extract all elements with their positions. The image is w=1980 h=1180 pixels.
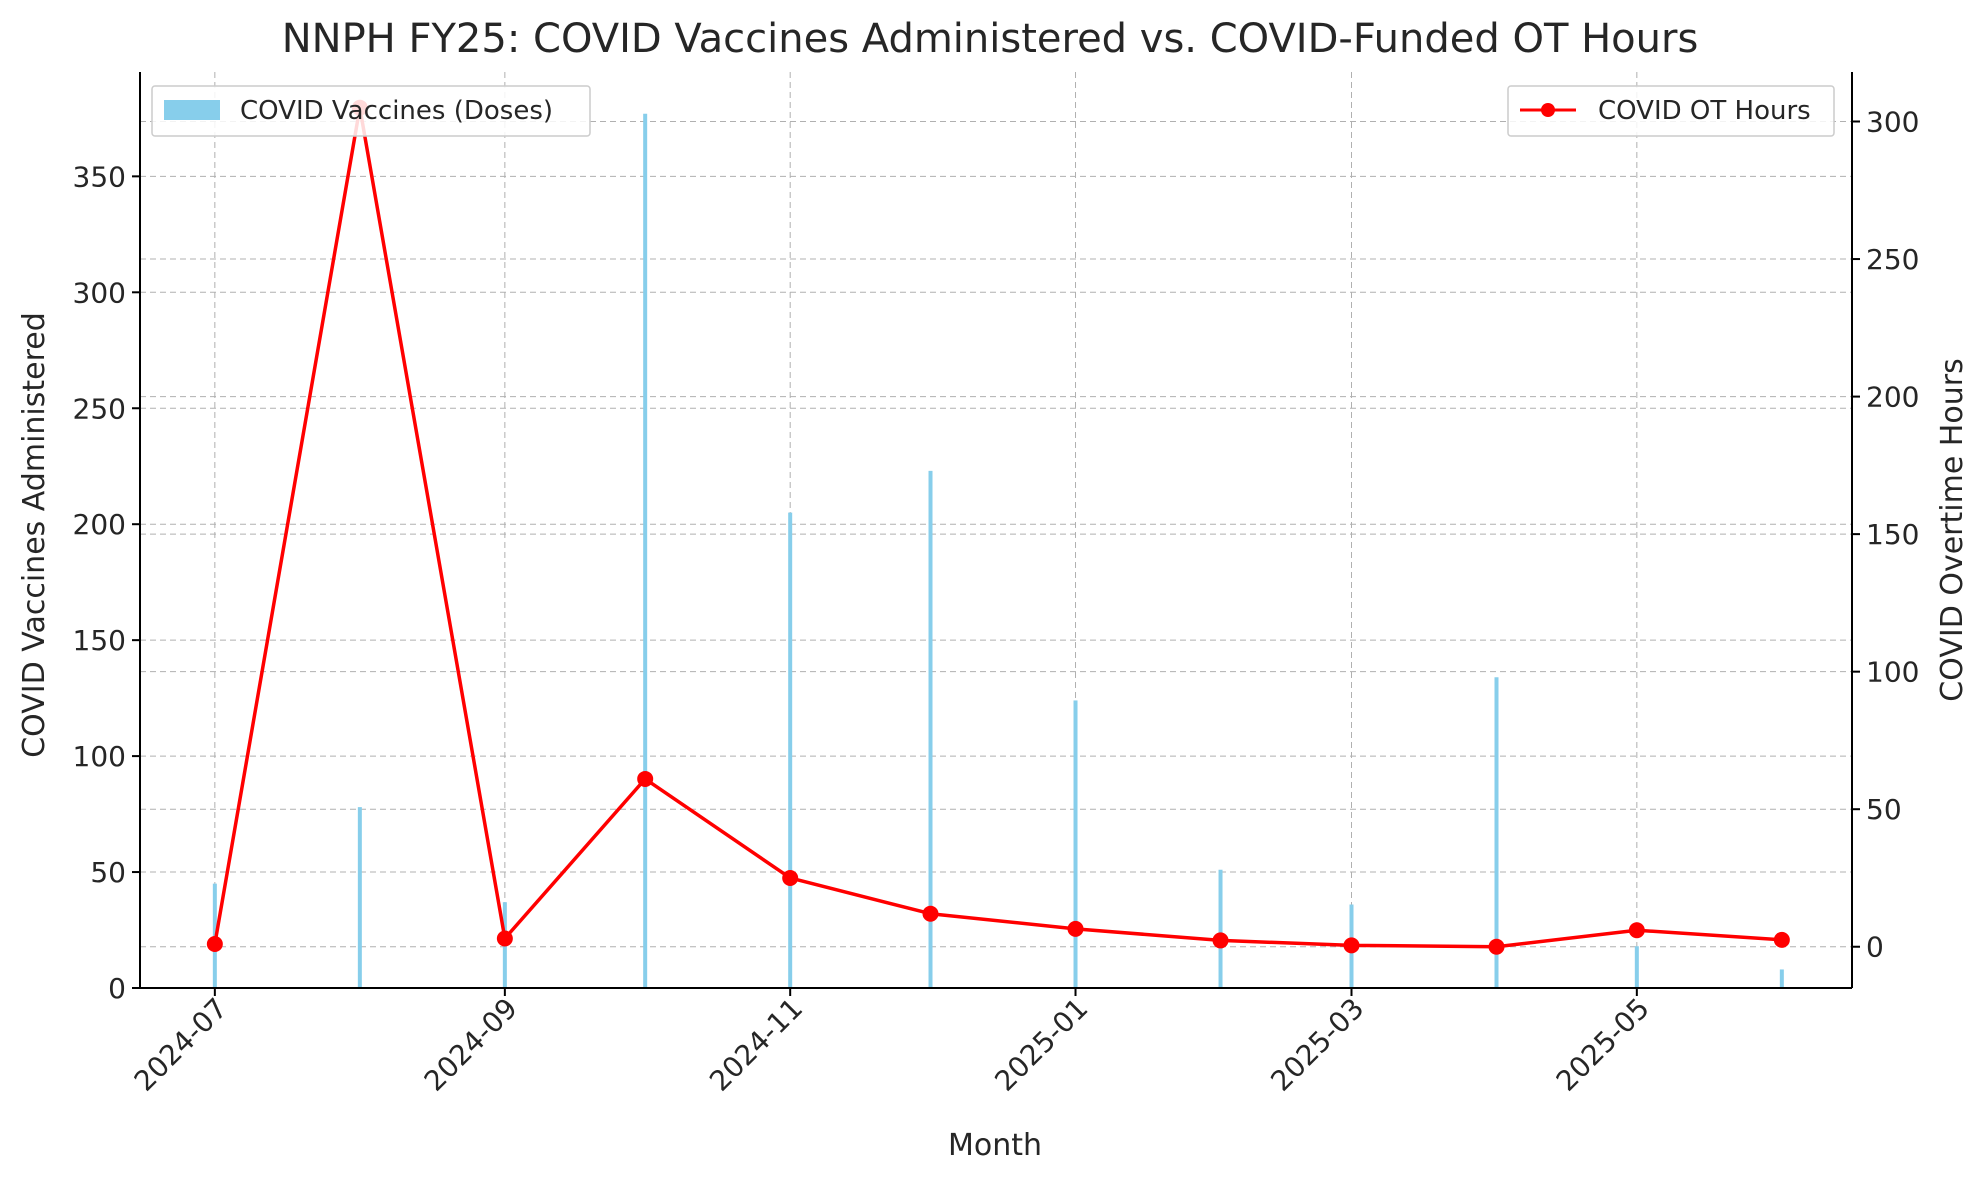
legend-swatch-vaccines bbox=[164, 100, 220, 120]
legend-ot-hours: COVID OT Hours bbox=[1507, 85, 1835, 137]
ot-point-2025-03 bbox=[1343, 937, 1360, 954]
x-tick-label: 2024-11 bbox=[703, 992, 809, 1098]
y-right-tick-label: 150 bbox=[1866, 518, 1919, 551]
x-tick-label: 2025-01 bbox=[988, 992, 1094, 1098]
y-axis-right-label: COVID Overtime Hours bbox=[1935, 358, 1970, 701]
legend-box bbox=[1507, 85, 1835, 137]
x-axis-label: Month bbox=[948, 1128, 1042, 1163]
legend-box bbox=[151, 85, 591, 137]
ot-point-2024-07 bbox=[206, 935, 223, 952]
legend-label-vaccines: COVID Vaccines (Doses) bbox=[240, 96, 553, 126]
ot-point-2025-01 bbox=[1067, 920, 1084, 937]
bar-vaccines-2025-01 bbox=[1073, 700, 1078, 988]
bar-vaccines-2024-12 bbox=[928, 470, 933, 988]
axes: 0 50 100 150 200 250 300 350 0 50 100 150 200 250 300 2… bbox=[73, 72, 1919, 1098]
bar-vaccines-2024-11 bbox=[788, 512, 793, 988]
y-right-tick-label: 100 bbox=[1866, 656, 1919, 689]
bar-vaccines-2024-10 bbox=[643, 113, 648, 989]
ot-point-2024-12 bbox=[922, 905, 939, 922]
ot-line bbox=[206, 99, 1790, 955]
y-left-tick-label: 300 bbox=[73, 276, 126, 309]
y-right-tick-label: 250 bbox=[1866, 243, 1919, 276]
x-tick-label: 2025-03 bbox=[1264, 992, 1370, 1098]
bars bbox=[212, 113, 1784, 989]
ot-point-2025-04 bbox=[1488, 938, 1505, 955]
legend-marker-ot bbox=[1541, 103, 1555, 117]
y-left-tick-label: 100 bbox=[73, 740, 126, 773]
x-tick-label: 2024-07 bbox=[128, 992, 234, 1098]
ot-point-2024-09 bbox=[496, 930, 513, 947]
y-left-tick-label: 0 bbox=[108, 972, 126, 1005]
y-left-tick-label: 350 bbox=[73, 160, 126, 193]
grid bbox=[140, 72, 1852, 989]
bar-vaccines-2024-08 bbox=[357, 807, 362, 988]
y-left-tick-label: 150 bbox=[73, 624, 126, 657]
legend-label-ot: COVID OT Hours bbox=[1598, 96, 1811, 126]
ot-point-2025-06 bbox=[1773, 931, 1790, 948]
y-right-tick-label: 0 bbox=[1866, 931, 1884, 964]
y-axis-left-label: COVID Vaccines Administered bbox=[17, 312, 52, 758]
bar-vaccines-2025-02 bbox=[1218, 869, 1223, 988]
ot-point-2025-02 bbox=[1212, 932, 1229, 949]
x-tick-label: 2024-09 bbox=[418, 992, 524, 1098]
legend-vaccines: COVID Vaccines (Doses) bbox=[151, 85, 591, 137]
ot-point-2024-11 bbox=[782, 869, 799, 886]
chart-title: NNPH FY25: COVID Vaccines Administered v… bbox=[282, 16, 1699, 62]
ot-point-2025-05 bbox=[1628, 922, 1645, 939]
y-right-tick-label: 50 bbox=[1866, 793, 1902, 826]
x-tick-label: 2025-05 bbox=[1550, 992, 1656, 1098]
y-left-tick-label: 50 bbox=[90, 856, 126, 889]
y-left-tick-label: 200 bbox=[73, 508, 126, 541]
ot-point-2024-10 bbox=[637, 770, 654, 787]
bar-vaccines-2025-06 bbox=[1779, 969, 1784, 988]
bar-vaccines-2025-05 bbox=[1634, 946, 1639, 988]
y-right-tick-label: 200 bbox=[1866, 381, 1919, 414]
bar-vaccines-2025-04 bbox=[1494, 677, 1499, 988]
y-left-tick-label: 250 bbox=[73, 392, 126, 425]
ot-hours-line bbox=[213, 106, 1782, 949]
y-right-tick-label: 300 bbox=[1866, 106, 1919, 139]
